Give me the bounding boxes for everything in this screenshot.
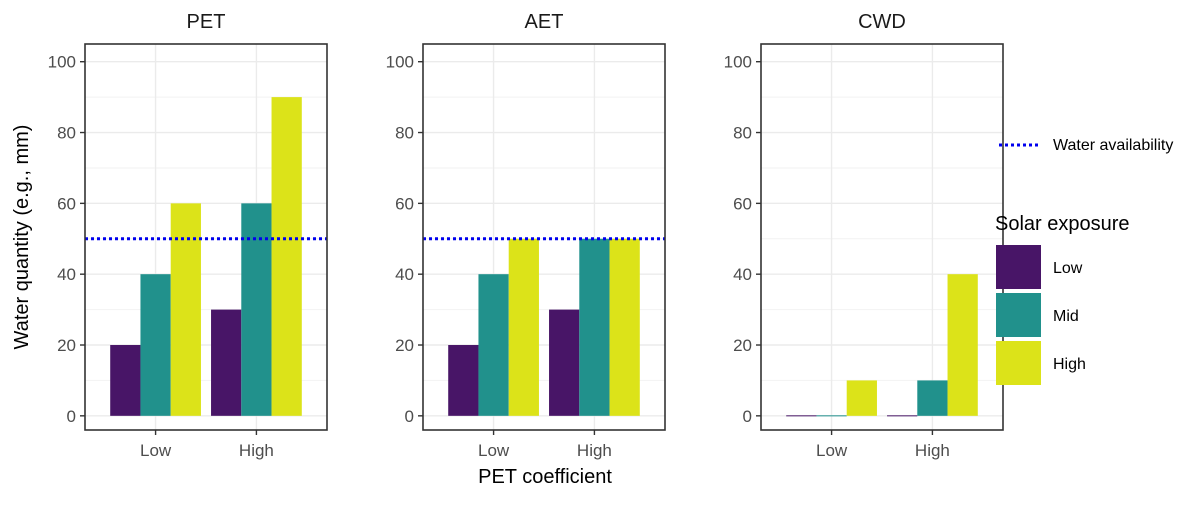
- x-tick-label: High: [239, 441, 274, 460]
- y-tick-label: 20: [395, 336, 414, 355]
- x-tick-label: Low: [478, 441, 510, 460]
- y-axis-title: Water quantity (e.g., mm): [11, 125, 33, 350]
- y-tick-label: 80: [395, 124, 414, 143]
- y-tick-label: 40: [57, 265, 76, 284]
- bar-aet-high-low: [549, 309, 580, 416]
- x-tick-label: High: [577, 441, 612, 460]
- panel-title: PET: [187, 11, 226, 33]
- panel-cwd: 0 20 40 60 80 100 Low High CWD: [724, 11, 1004, 460]
- bar-pet-low-mid: [140, 274, 171, 416]
- x-tick-label: High: [915, 441, 950, 460]
- panel-pet: 0 20 40 60 80 100 Low High PET: [48, 11, 328, 460]
- bar-cwd-low-mid: [816, 415, 847, 417]
- y-tick-label: 80: [733, 124, 752, 143]
- panels-layer: 0 20 40 60 80 100 Low High PET 0 20 40 60 80 100 Low Hig…: [48, 11, 1004, 460]
- legend-label-mid: Mid: [1053, 308, 1079, 325]
- y-tick-label: 0: [405, 407, 414, 426]
- y-tick-label: 100: [48, 53, 76, 72]
- legend-reference-line-label: Water availability: [1053, 137, 1173, 154]
- legend-key-mid: [996, 293, 1041, 337]
- panel-aet: 0 20 40 60 80 100 Low High AET: [386, 11, 666, 460]
- panel-title: AET: [525, 11, 564, 33]
- y-tick-label: 20: [733, 336, 752, 355]
- bar-cwd-high-low: [887, 415, 918, 417]
- panel-border: [760, 43, 1004, 431]
- y-tick-label: 40: [395, 265, 414, 284]
- panel-border: [422, 43, 666, 431]
- legend-key-low: [996, 245, 1041, 289]
- x-tick-label: Low: [140, 441, 172, 460]
- bar-pet-high-high: [271, 97, 302, 416]
- y-tick-label: 0: [67, 407, 76, 426]
- x-tick-label: Low: [816, 441, 848, 460]
- y-tick-label: 100: [386, 53, 414, 72]
- y-tick-label: 100: [724, 53, 752, 72]
- y-tick-label: 80: [57, 124, 76, 143]
- y-tick-label: 60: [733, 194, 752, 213]
- legend-fill-keys: Low Mid High: [996, 245, 1086, 385]
- y-tick-label: 60: [57, 194, 76, 213]
- legend-label-low: Low: [1053, 260, 1083, 277]
- legend: Water availability Solar exposure Low Mid…: [995, 137, 1173, 385]
- bar-pet-high-low: [211, 309, 242, 416]
- bar-aet-low-low: [448, 345, 479, 416]
- bar-pet-high-mid: [241, 203, 272, 416]
- x-axis-title: PET coefficient: [478, 466, 612, 488]
- y-tick-label: 40: [733, 265, 752, 284]
- bar-aet-low-mid: [478, 274, 509, 416]
- bar-pet-low-high: [170, 203, 201, 416]
- bar-cwd-high-mid: [917, 380, 948, 416]
- bar-cwd-low-high: [846, 380, 877, 416]
- panel-title: CWD: [858, 11, 906, 33]
- bar-aet-high-mid: [579, 238, 610, 416]
- bar-aet-high-high: [609, 238, 640, 416]
- bar-cwd-high-high: [947, 274, 978, 416]
- legend-key-high: [996, 341, 1041, 385]
- panel-border: [84, 43, 328, 431]
- y-tick-label: 20: [57, 336, 76, 355]
- bar-cwd-low-low: [786, 415, 817, 417]
- legend-fill-title: Solar exposure: [995, 213, 1130, 235]
- y-tick-label: 60: [395, 194, 414, 213]
- y-tick-label: 0: [743, 407, 752, 426]
- legend-label-high: High: [1053, 356, 1086, 373]
- bar-pet-low-low: [110, 345, 141, 416]
- bar-aet-low-high: [508, 238, 539, 416]
